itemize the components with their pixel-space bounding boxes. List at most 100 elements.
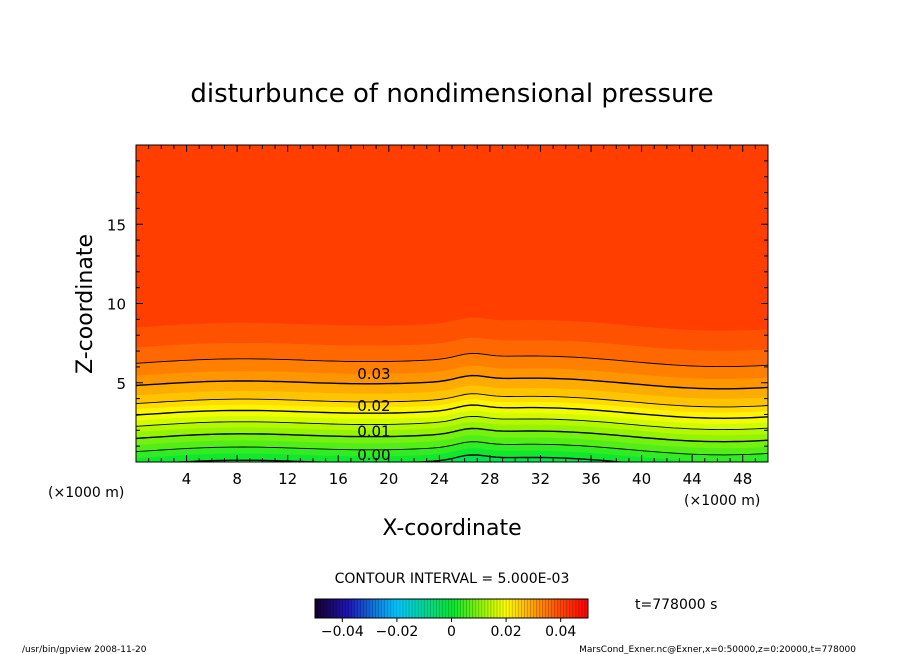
contour-line	[136, 374, 768, 390]
z-tick-label: 15	[107, 216, 126, 234]
colorbar-cell	[412, 599, 416, 618]
colorbar-cell	[469, 599, 474, 618]
colorbar-cell	[542, 599, 546, 618]
colorbar-cell	[500, 599, 504, 618]
colorbar-cell	[421, 599, 425, 618]
x-axis-label: X-coordinate	[382, 516, 521, 541]
x-tick-label: 24	[430, 470, 449, 488]
colorbar: −0.04 −0.02 0 0.02 0.04	[314, 598, 589, 640]
colorbar-cell	[481, 599, 486, 618]
colorbar-cell	[512, 599, 516, 618]
colorbar-cell	[457, 599, 461, 618]
colorbar-cell	[536, 599, 540, 618]
colorbar-cell	[396, 599, 401, 618]
colorbar-cell	[581, 599, 586, 618]
colorbar-cell	[448, 599, 452, 618]
contour-line	[136, 393, 768, 408]
x-tick-label: 8	[232, 470, 242, 488]
z-tick-label: 10	[107, 296, 126, 314]
colorbar-cell	[548, 599, 552, 618]
colorbar-cell	[497, 599, 501, 618]
colorbar-cell	[454, 599, 458, 618]
colorbar-cell	[436, 599, 440, 618]
contour-label: 0.02	[357, 397, 390, 415]
chart-title: disturbunce of nondimensional pressure	[190, 79, 713, 109]
x-tick-label: 36	[581, 470, 600, 488]
colorbar-cell	[339, 599, 343, 618]
contour-label: 0.00	[357, 446, 390, 464]
colorbar-cell	[402, 599, 407, 618]
colorbar-cell	[524, 599, 528, 618]
colorbar-cell	[515, 599, 519, 618]
colorbar-cell	[415, 599, 419, 618]
colorbar-cell	[475, 599, 480, 618]
colorbar-cell	[503, 599, 507, 618]
colorbar-cell	[460, 599, 464, 618]
colorbar-cell	[315, 599, 319, 618]
colorbar-cell	[472, 599, 477, 618]
x-unit-right: (×1000 m)	[684, 493, 760, 509]
colorbar-cell	[484, 599, 489, 618]
colorbar-cell	[554, 599, 558, 618]
colorbar-cell	[336, 599, 340, 618]
colorbar-cell	[324, 599, 328, 618]
colorbar-cell	[572, 599, 577, 618]
colorbar-cell	[451, 599, 455, 618]
colorbar-cell	[551, 599, 555, 618]
colorbar-cell	[493, 599, 498, 618]
contour-line	[136, 441, 768, 456]
colorbar-cell	[342, 599, 346, 618]
colorbar-cell	[378, 599, 383, 618]
z-axis-label: Z-coordinate	[73, 234, 98, 374]
colorbar-cell	[363, 599, 367, 618]
colorbar-cell	[487, 599, 492, 618]
colorbar-tick-label: −0.02	[375, 624, 418, 640]
colorbar-cell	[575, 599, 580, 618]
contour-line	[136, 427, 768, 443]
footer-left: /usr/bin/gpview 2008-11-20	[22, 645, 147, 654]
colorbar-cell	[348, 599, 352, 618]
colorbar-cell	[521, 599, 525, 618]
colorbar-cell	[357, 599, 361, 618]
z-tick-label: 5	[116, 375, 126, 393]
colorbar-cell	[584, 599, 589, 618]
contour-label: 0.01	[357, 422, 390, 440]
contour-band	[136, 145, 768, 331]
colorbar-cell	[427, 599, 431, 618]
colorbar-tick-label: 0.02	[491, 624, 522, 640]
colorbar-cell	[327, 599, 331, 618]
colorbar-cell	[360, 599, 364, 618]
colorbar-cell	[418, 599, 422, 618]
colorbar-cell	[530, 599, 534, 618]
colorbar-cell	[393, 599, 398, 618]
colorbar-cell	[351, 599, 355, 618]
x-tick-label: 44	[683, 470, 702, 488]
contour-label: 0.03	[357, 365, 390, 383]
colorbar-cell	[354, 599, 358, 618]
colorbar-tick-label: −0.04	[321, 624, 364, 640]
colorbar-cell	[424, 599, 428, 618]
colorbar-cell	[563, 599, 568, 618]
colorbar-cell	[366, 599, 370, 618]
contour-line	[136, 415, 768, 431]
contour-interval-text: CONTOUR INTERVAL = 5.000E-03	[335, 571, 570, 587]
colorbar-tick-label: 0	[447, 624, 456, 640]
colorbar-cell	[372, 599, 376, 618]
x-unit-left: (×1000 m)	[48, 485, 124, 501]
x-tick-label: 4	[182, 470, 192, 488]
colorbar-cell	[381, 599, 386, 618]
x-tick-label: 12	[278, 470, 297, 488]
x-tick-label: 20	[379, 470, 398, 488]
x-tick-label: 16	[329, 470, 348, 488]
colorbar-cell	[478, 599, 483, 618]
colorbar-tick-label: 0.04	[545, 624, 576, 640]
contour-line	[136, 404, 768, 420]
colorbar-cell	[463, 599, 467, 618]
colorbar-cell	[445, 599, 449, 618]
colorbar-cell	[557, 599, 561, 618]
colorbar-cell	[399, 599, 404, 618]
colorbar-cell	[345, 599, 349, 618]
colorbar-cell	[430, 599, 434, 618]
colorbar-cell	[527, 599, 531, 618]
